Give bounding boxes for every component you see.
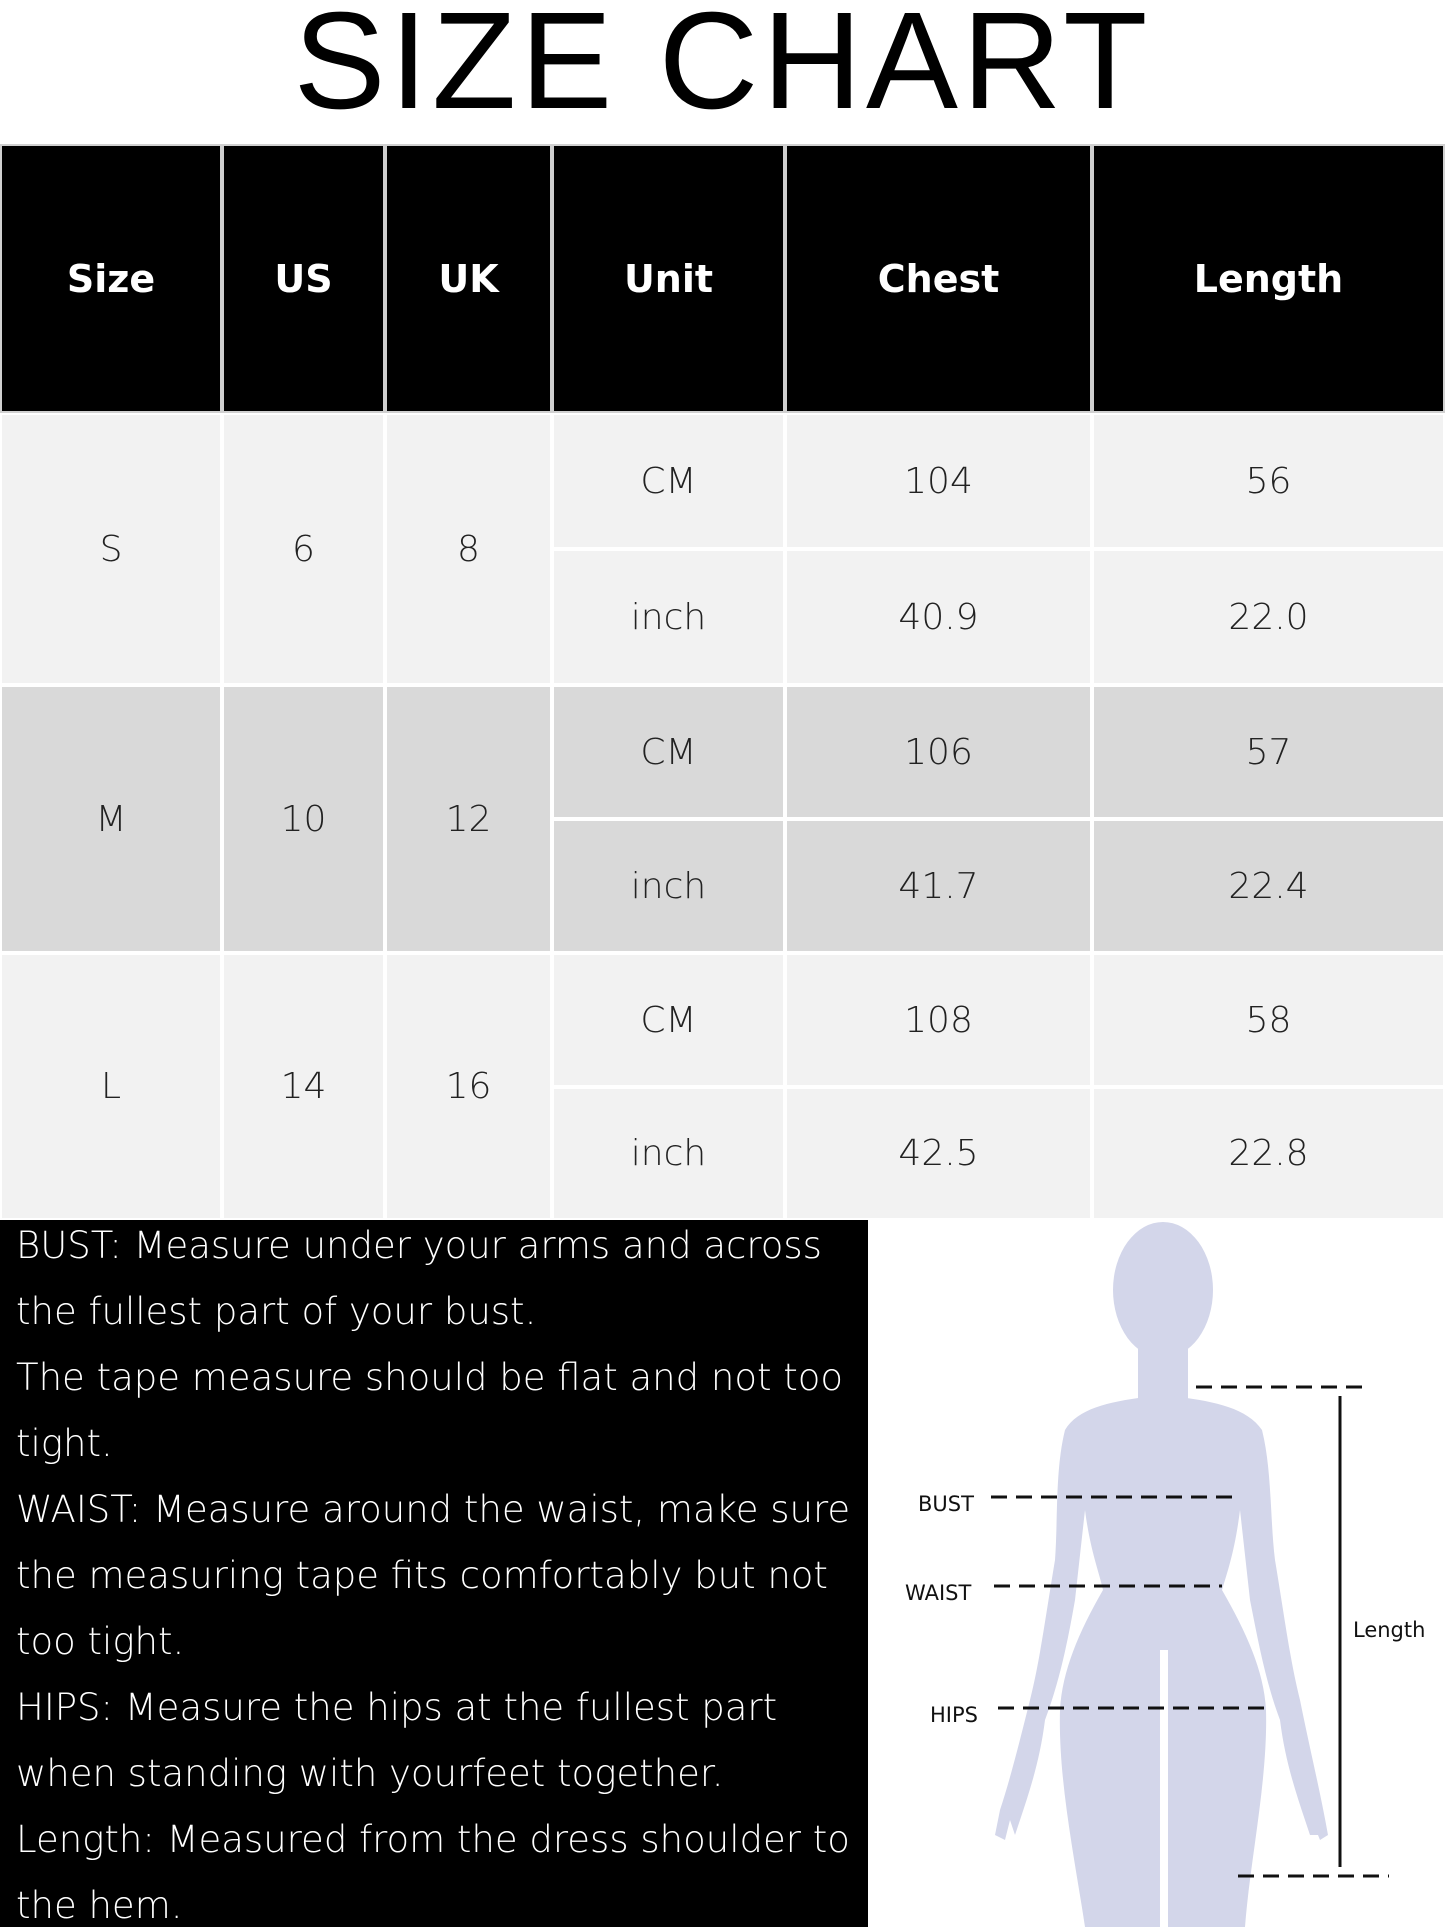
chest-cell: 40.9 (785, 549, 1092, 685)
note-line: the measuring tape fits comfortably but … (16, 1554, 828, 1597)
length-cell: 58 (1092, 953, 1445, 1087)
body-measurement-diagram: BUST WAIST HIPS Length (905, 1222, 1425, 1927)
header-chest: Chest (785, 144, 1092, 413)
uk-size-cell: 8 (385, 413, 552, 685)
body-silhouette (995, 1222, 1328, 1927)
uk-size-cell: 16 (385, 953, 552, 1220)
note-line: Length: Measured from the dress shoulder… (16, 1818, 850, 1861)
length-cell: 56 (1092, 413, 1445, 549)
size-cell: S (0, 413, 222, 685)
us-size-cell: 10 (222, 685, 385, 953)
note-line: WAIST: Measure around the waist, make su… (16, 1488, 851, 1531)
chest-cell: 106 (785, 685, 1092, 819)
length-cell: 22.8 (1092, 1087, 1445, 1220)
length-cell: 57 (1092, 685, 1445, 819)
note-line: HIPS: Measure the hips at the fullest pa… (16, 1686, 778, 1729)
length-cell: 22.0 (1092, 549, 1445, 685)
size-cell: M (0, 685, 222, 953)
waist-label: WAIST (905, 1581, 972, 1605)
length-cell: 22.4 (1092, 819, 1445, 953)
chest-cell: 42.5 (785, 1087, 1092, 1220)
header-unit: Unit (552, 144, 785, 413)
us-size-cell: 14 (222, 953, 385, 1220)
unit-cell: CM (552, 685, 785, 819)
torso-shape (995, 1395, 1328, 1927)
head-shape (1113, 1222, 1213, 1358)
us-size-cell: 6 (222, 413, 385, 685)
unit-cell: inch (552, 549, 785, 685)
note-line: tight. (16, 1422, 113, 1465)
unit-cell: CM (552, 953, 785, 1087)
bust-label: BUST (918, 1492, 974, 1516)
note-line: when standing with yourfeet together. (16, 1752, 724, 1795)
note-line: The tape measure should be flat and not … (16, 1356, 844, 1399)
chest-cell: 104 (785, 413, 1092, 549)
unit-cell: inch (552, 819, 785, 953)
header-size: Size (0, 144, 222, 413)
note-line: the hem. (16, 1884, 183, 1927)
page-title: SIZE CHART (293, 0, 1152, 138)
measurement-notes: BUST: Measure under your arms and across… (0, 1220, 868, 1927)
header-length: Length (1092, 144, 1445, 413)
note-line: too tight. (16, 1620, 185, 1663)
hips-label: HIPS (930, 1703, 978, 1727)
unit-cell: CM (552, 413, 785, 549)
header-us: US (222, 144, 385, 413)
unit-cell: inch (552, 1087, 785, 1220)
chest-cell: 41.7 (785, 819, 1092, 953)
note-line: BUST: Measure under your arms and across (16, 1224, 822, 1267)
length-label: Length (1353, 1618, 1425, 1642)
chest-cell: 108 (785, 953, 1092, 1087)
neck-shape (1138, 1330, 1188, 1405)
size-cell: L (0, 953, 222, 1220)
header-uk: UK (385, 144, 552, 413)
note-line: the fullest part of your bust. (16, 1290, 537, 1333)
uk-size-cell: 12 (385, 685, 552, 953)
